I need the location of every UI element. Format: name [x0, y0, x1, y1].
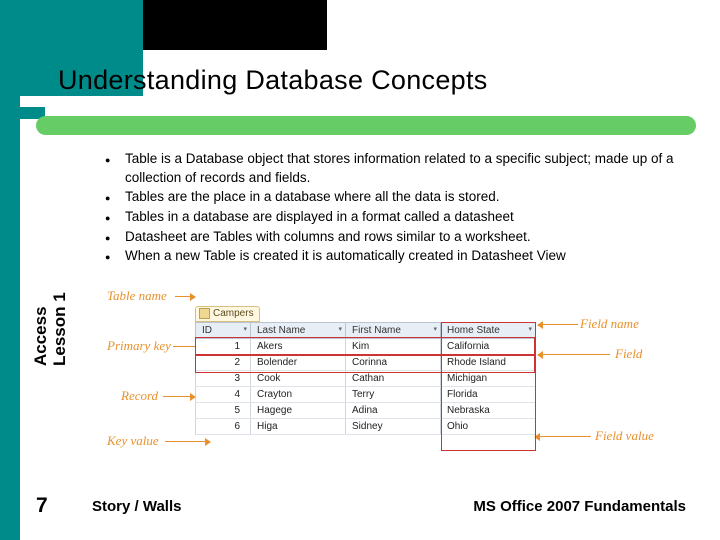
side-label-line2: Lesson 1	[51, 292, 70, 366]
callout-field-value: Field value	[595, 428, 654, 444]
arrow-field-value	[535, 436, 591, 437]
side-label-line1: Access	[31, 306, 50, 366]
footer-right: MS Office 2007 Fundamentals	[473, 498, 686, 515]
arrow-field-name	[538, 324, 578, 325]
callout-field-name: Field name	[580, 316, 639, 332]
bullet-item: Datasheet are Tables with columns and ro…	[105, 228, 695, 247]
slide-title: Understanding Database Concepts	[58, 65, 488, 96]
callout-table-name: Table name	[107, 288, 167, 304]
arrow-table-name	[175, 296, 195, 297]
table-tab-label: Campers	[213, 308, 254, 319]
arrow-field	[538, 354, 610, 355]
bullet-item: Table is a Database object that stores i…	[105, 150, 695, 187]
bullet-item: Tables in a database are displayed in a …	[105, 208, 695, 227]
teal-side-strip	[0, 96, 20, 540]
footer-left: Story / Walls	[92, 498, 181, 515]
bullet-list: Table is a Database object that stores i…	[105, 150, 695, 267]
callout-field: Field	[615, 346, 642, 362]
bullet-item: When a new Table is created it is automa…	[105, 247, 695, 266]
table-diagram: Table name Primary key Record Key value …	[115, 288, 685, 473]
callout-key-value: Key value	[107, 433, 159, 449]
bullet-item: Tables are the place in a database where…	[105, 188, 695, 207]
black-corner-block	[143, 0, 327, 50]
callout-primary-key: Primary key	[107, 338, 171, 354]
highlight-field-column	[441, 322, 536, 451]
arrow-record	[163, 396, 195, 397]
side-label: Access Lesson 1	[32, 292, 69, 366]
page-number: 7	[36, 494, 48, 518]
callout-record: Record	[121, 388, 158, 404]
teal-small-bar	[0, 107, 45, 119]
table-tab: Campers	[195, 306, 260, 322]
arrow-key-value	[165, 441, 210, 442]
green-accent-bar	[36, 116, 696, 135]
